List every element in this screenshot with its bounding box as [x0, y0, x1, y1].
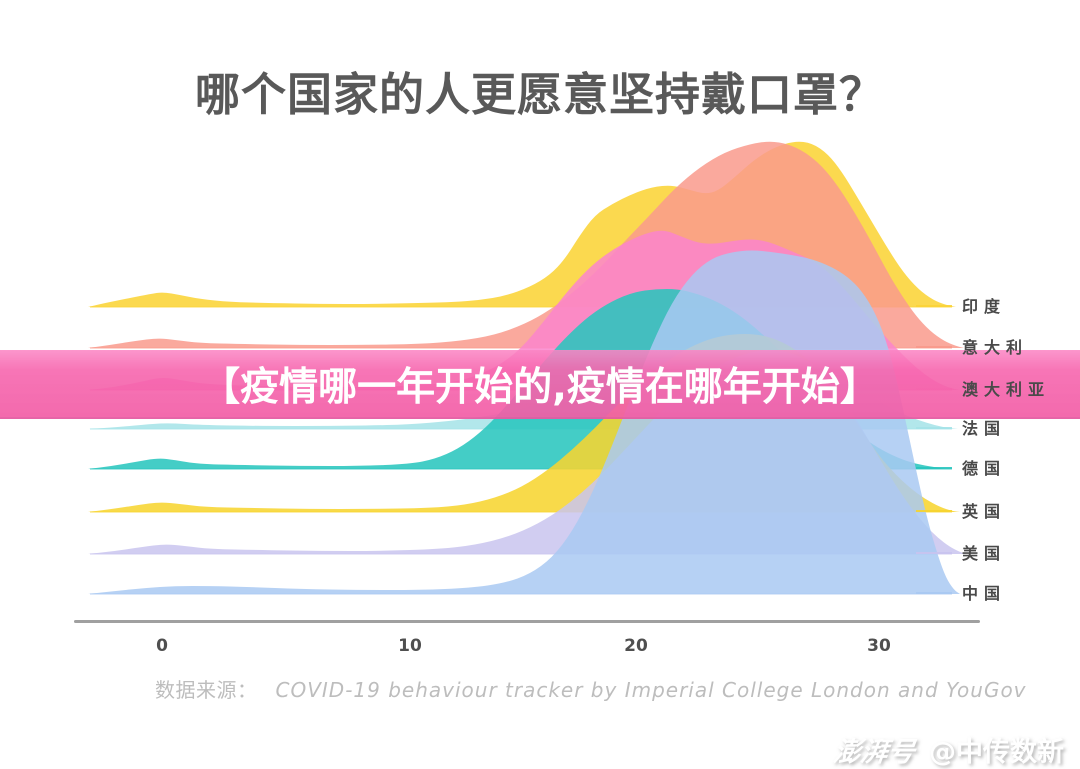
x-tick-10: 10 [398, 636, 422, 656]
country-label-印度: 印度 [962, 297, 1007, 316]
country-label-澳大利亚: 澳大利亚 [962, 380, 1051, 399]
ridge-area-中国 [88, 250, 960, 594]
data-source-prefix: 数据来源： [155, 678, 258, 702]
x-tick-0: 0 [156, 636, 168, 656]
country-label-美国: 美国 [962, 544, 1007, 563]
country-label-德国: 德国 [962, 459, 1007, 478]
x-tick-20: 20 [624, 636, 648, 656]
promo-overlay-banner: 【疫情哪一年开始的,疫情在哪年开始】 [0, 350, 1080, 419]
watermark-account: @中传数新 [929, 737, 1064, 768]
x-axis-line [74, 620, 980, 623]
country-label-中国: 中国 [962, 584, 1007, 603]
country-label-法国: 法国 [962, 419, 1007, 438]
watermark-logo: 澎湃号 [831, 737, 917, 768]
promo-overlay-text: 【疫情哪一年开始的,疫情在哪年开始】 [201, 364, 879, 410]
x-tick-30: 30 [867, 636, 891, 656]
data-source-note: 数据来源： COVID-19 behaviour tracker by Imper… [155, 674, 1027, 703]
watermark: 澎湃号 @中传数新 [831, 730, 1064, 769]
country-label-英国: 英国 [962, 502, 1007, 521]
country-label-意大利: 意大利 [962, 338, 1029, 357]
data-source-text: COVID-19 behaviour tracker by Imperial C… [275, 678, 1027, 702]
page-title: 哪个国家的人更愿意坚持戴口罩？ [194, 68, 885, 121]
